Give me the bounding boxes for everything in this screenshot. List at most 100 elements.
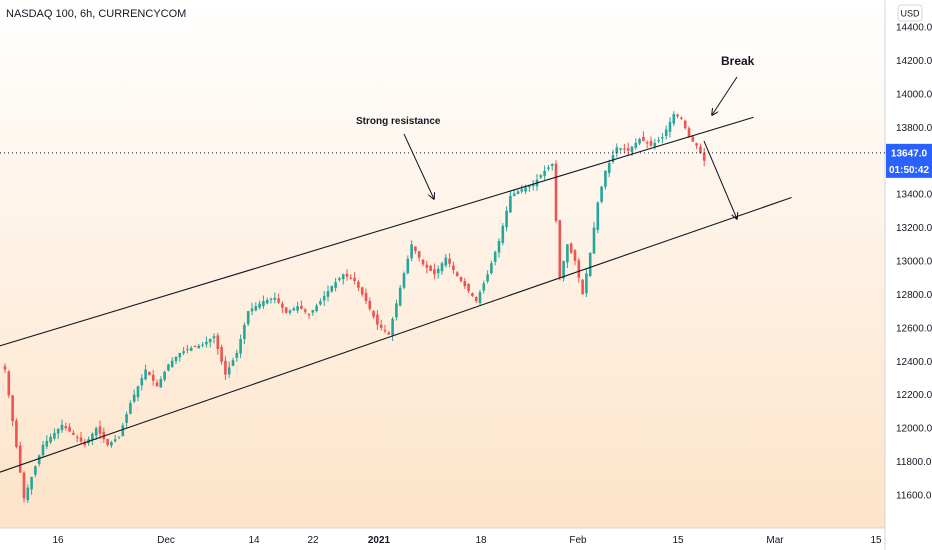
candle-body [543, 170, 546, 176]
y-tick-label: 12800.0 [896, 290, 932, 301]
candle-body [98, 426, 102, 434]
candle-body [592, 227, 596, 254]
candle-body [661, 137, 664, 139]
candle-body [231, 360, 235, 366]
candle-body [353, 277, 356, 282]
x-tick-label: 16 [52, 535, 64, 546]
candle-body [303, 309, 307, 312]
candle-body [558, 220, 562, 278]
candle-body [604, 170, 607, 187]
candle-body [18, 445, 22, 473]
candle-body [417, 251, 421, 258]
candle-body [596, 202, 600, 230]
candle-body [189, 347, 193, 351]
candle-body [573, 250, 577, 261]
candle-body [49, 436, 52, 443]
candle-body [699, 146, 702, 154]
trendline-upper-resistance[interactable] [0, 116, 754, 351]
candle-body [368, 300, 372, 309]
candle-body [144, 369, 147, 380]
candle-body [471, 293, 474, 297]
candle-body [539, 175, 543, 178]
candle-body [330, 286, 334, 292]
candle-body [676, 114, 679, 117]
x-axis[interactable]: 16 Dec 14 22 2021 18 Feb 15 Mar 15 [52, 535, 882, 546]
candle-body [292, 308, 296, 311]
candle-body [607, 162, 611, 174]
candle-body [657, 140, 660, 142]
candle-body [197, 345, 201, 349]
candle-body [322, 296, 326, 301]
candle-body [512, 193, 516, 197]
candle-body [11, 395, 14, 422]
candle-body [22, 472, 26, 499]
candle-body [235, 352, 239, 358]
y-tick-label: 14000.0 [896, 89, 932, 100]
candle-body [227, 367, 231, 375]
candle-body [201, 344, 204, 346]
candle-body [379, 324, 383, 328]
candle-body [155, 382, 159, 387]
candle-body [642, 136, 645, 142]
candle-body [440, 263, 444, 272]
candle-body [129, 403, 132, 414]
candle-body [273, 297, 277, 300]
candle-body [148, 371, 151, 376]
candle-body [360, 287, 364, 295]
candle-body [319, 301, 322, 305]
candle-body [672, 113, 676, 124]
candle-body [478, 292, 482, 304]
candle-body [15, 420, 18, 447]
candle-body [524, 187, 527, 192]
candle-body [691, 136, 695, 142]
candle-body [509, 195, 512, 213]
candle-body [562, 261, 565, 279]
candle-body [338, 278, 341, 280]
candle-body [566, 244, 569, 263]
candle-body [75, 437, 79, 439]
candle-body [140, 378, 144, 386]
candle-body [186, 349, 189, 351]
candle-body [281, 303, 284, 308]
candle-body [467, 283, 470, 292]
candle-body [425, 264, 429, 268]
candle-body [349, 277, 353, 279]
candle-body [664, 129, 668, 137]
candle-body [486, 274, 489, 282]
candle-body [638, 138, 641, 144]
candle-body [288, 310, 292, 313]
candle-body [254, 306, 258, 311]
candle-body [357, 281, 360, 288]
candle-body [216, 335, 220, 350]
candle-body [581, 279, 584, 295]
trendline-upper-channel-support[interactable] [0, 196, 792, 478]
candle-body [588, 252, 592, 277]
candle-body [224, 360, 227, 375]
candle-body [474, 296, 478, 302]
y-tick-label: 12400.0 [896, 357, 932, 368]
candle-body [334, 282, 337, 288]
strong-resistance-label: Strong resistance [356, 116, 441, 127]
candle-body [117, 436, 121, 438]
last-price-label: 13647.0 [891, 148, 928, 159]
candle-body [383, 329, 387, 332]
candle-body [178, 352, 182, 358]
y-tick-label: 12200.0 [896, 390, 932, 401]
currency-badge[interactable]: USD [897, 4, 923, 22]
candle-body [326, 291, 330, 297]
break-arrow [712, 76, 738, 115]
y-tick-label: 11800.0 [896, 457, 932, 468]
candle-body [683, 120, 687, 129]
candle-body [455, 272, 459, 277]
candle-body [410, 244, 413, 259]
candle-body [645, 142, 649, 144]
candle-body [106, 439, 109, 445]
candle-body [520, 189, 524, 192]
candles-layer [3, 111, 706, 503]
candle-body [60, 424, 64, 431]
candle-body [531, 184, 535, 187]
break-label: Break [721, 54, 755, 68]
y-axis[interactable]: 14400.0 14200.0 14000.0 13800.0 13400.0 13200… [896, 23, 932, 502]
x-tick-label: 15 [870, 535, 882, 546]
